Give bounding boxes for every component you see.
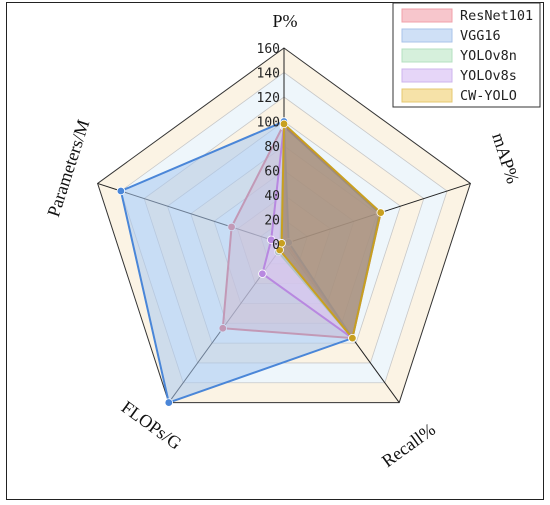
legend-label-cw-yolo: CW-YOLO [460, 88, 517, 104]
legend: ResNet101 VGG16 YOLOv8n YOLOv8s CW-YOLO [392, 2, 541, 108]
legend-swatch-vgg16 [401, 28, 453, 43]
tick-label-160: 160 [257, 42, 280, 57]
series-area-4 [278, 121, 382, 341]
chart-frame [6, 2, 544, 500]
tick-label-100: 100 [257, 116, 280, 131]
axis-label-flops: FLOPs/G [118, 397, 186, 454]
series-1-point-3 [164, 398, 173, 407]
tick-label-140: 140 [257, 67, 280, 82]
tick-label-40: 40 [264, 189, 280, 204]
legend-item-resnet101: ResNet101 [401, 8, 533, 24]
legend-item-vgg16: VGG16 [401, 28, 501, 44]
tick-label-80: 80 [264, 140, 280, 155]
series-3-point-4 [266, 235, 276, 245]
legend-label-yolov8n: YOLOv8n [460, 48, 517, 64]
legend-item-yolov8n: YOLOv8n [401, 48, 517, 64]
legend-label-resnet101: ResNet101 [460, 8, 533, 24]
legend-swatch-yolov8n [401, 48, 453, 63]
series-4 [275, 119, 385, 343]
series-1-point-4 [116, 186, 126, 196]
series-4-point-4 [277, 239, 286, 248]
legend-item-yolov8s: YOLOv8s [401, 68, 517, 84]
legend-item-cw-yolo: CW-YOLO [401, 88, 517, 104]
legend-label-yolov8s: YOLOv8s [460, 68, 517, 84]
series-3-point-3 [258, 269, 267, 278]
tick-label-0: 0 [272, 238, 280, 253]
legend-label-vgg16: VGG16 [460, 28, 501, 44]
tick-label-20: 20 [264, 214, 280, 229]
series-4-point-0 [279, 119, 289, 129]
legend-swatch-yolov8s [401, 68, 453, 83]
tick-labels: 0 20 40 60 80 100 120 140 160 [257, 42, 280, 253]
legend-swatch-cw-yolo [401, 88, 453, 103]
axis-label-map: mAP% [488, 130, 523, 186]
legend-swatch-resnet101 [401, 8, 453, 23]
series-4-point-1 [376, 208, 385, 217]
tick-label-120: 120 [257, 91, 280, 106]
axis-label-recall: Recall% [378, 419, 439, 471]
tick-label-60: 60 [264, 165, 280, 180]
series-layer [116, 117, 385, 407]
axis-label-parameters: Parameters/M [43, 117, 93, 219]
series-4-point-2 [348, 333, 357, 343]
axis-label-p: P% [272, 11, 297, 31]
